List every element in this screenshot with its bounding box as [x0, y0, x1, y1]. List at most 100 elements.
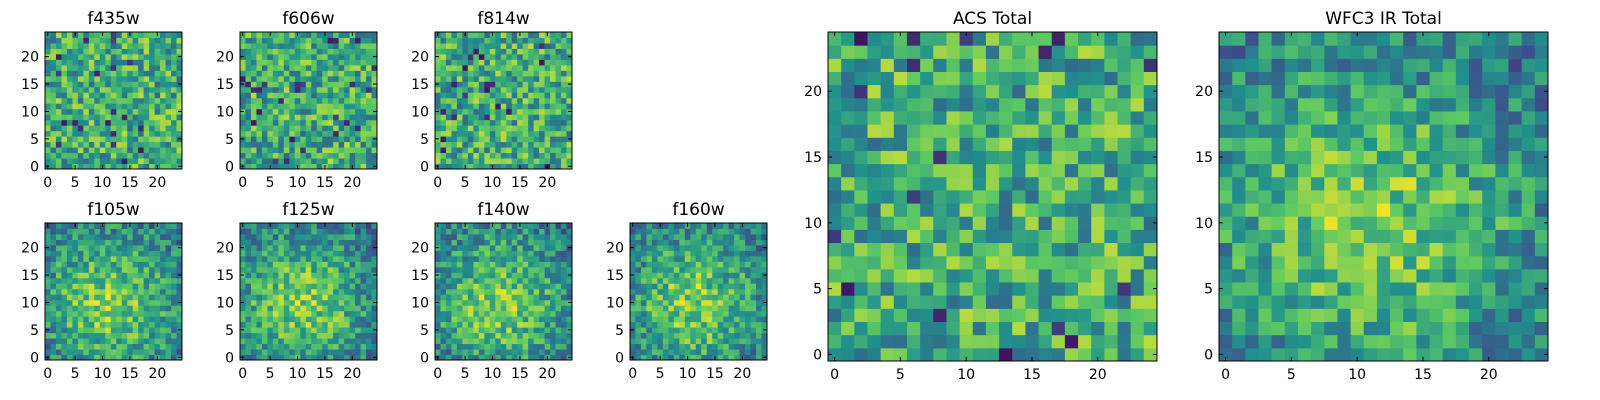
heatmap-cell: [550, 32, 557, 38]
heatmap-cell: [445, 255, 452, 262]
heatmap-cell: [278, 136, 285, 143]
heatmap-cell: [651, 244, 658, 251]
heatmap-cell: [272, 163, 279, 170]
heatmap-cell: [555, 37, 562, 44]
heatmap-cell: [435, 119, 441, 126]
heatmap-cell: [668, 261, 675, 268]
heatmap-cell: [473, 233, 480, 240]
heatmap-cell: [539, 316, 546, 323]
heatmap-cell: [344, 332, 351, 339]
heatmap-cell: [679, 321, 686, 328]
heatmap-cell: [478, 81, 485, 88]
heatmap-cell: [635, 266, 642, 273]
heatmap-cell: [522, 343, 529, 350]
heatmap-cell: [240, 343, 246, 350]
heatmap-cell: [511, 70, 518, 77]
heatmap-cell: [278, 152, 285, 159]
heatmap-cell: [920, 347, 934, 362]
heatmap-cell: [511, 261, 518, 268]
heatmap-cell: [50, 250, 57, 257]
heatmap-cell: [256, 223, 263, 229]
heatmap-cell: [154, 114, 161, 121]
heatmap-cell: [706, 244, 713, 251]
heatmap-cell: [116, 305, 123, 312]
heatmap-cell: [349, 114, 356, 121]
heatmap-cell: [440, 272, 447, 279]
heatmap-cell: [679, 233, 686, 240]
heatmap-cell: [640, 354, 647, 361]
heatmap-cell: [550, 125, 557, 132]
heatmap-cell: [511, 81, 518, 88]
heatmap-cell: [88, 75, 95, 82]
heatmap-cell: [522, 158, 529, 165]
heatmap-cell: [105, 228, 112, 235]
heatmap-cell: [305, 310, 312, 317]
heatmap-cell: [528, 158, 535, 165]
heatmap-cell: [679, 272, 686, 279]
heatmap-cell: [1038, 189, 1053, 204]
heatmap-cell: [478, 250, 485, 257]
heatmap-cell: [245, 147, 252, 154]
heatmap-cell: [712, 332, 719, 339]
heatmap-cell: [322, 261, 329, 268]
heatmap-cell: [539, 42, 546, 49]
heatmap-cell: [294, 37, 301, 44]
heatmap-cell: [116, 75, 123, 82]
heatmap-cell: [528, 75, 535, 82]
heatmap-cell: [77, 86, 84, 93]
heatmap-cell: [440, 59, 447, 66]
heatmap-cell: [245, 42, 252, 49]
heatmap-cell: [132, 32, 139, 38]
heatmap-cell: [94, 283, 101, 290]
heatmap-cell: [745, 250, 752, 257]
heatmap-cell: [77, 250, 84, 257]
y-tick-label: 5: [225, 132, 234, 148]
heatmap-cell: [316, 70, 323, 77]
heatmap-cell: [854, 242, 868, 257]
heatmap-cell: [116, 310, 123, 317]
heatmap-cell: [946, 334, 961, 349]
heatmap-cell: [555, 32, 562, 38]
heatmap-cell: [165, 239, 172, 246]
heatmap-cell: [110, 223, 117, 229]
heatmap-cell: [256, 92, 263, 99]
heatmap-cell: [366, 255, 373, 262]
heatmap-cell: [635, 288, 642, 295]
heatmap-cell: [456, 250, 463, 257]
heatmap-cell: [77, 310, 84, 317]
heatmap-cell: [522, 81, 529, 88]
heatmap-cell: [88, 316, 95, 323]
heatmap-cell: [511, 59, 518, 66]
heatmap-cell: [539, 114, 546, 121]
heatmap-cell: [522, 152, 529, 159]
heatmap-cell: [651, 228, 658, 235]
heatmap-cell: [662, 343, 669, 350]
heatmap-cell: [712, 277, 719, 284]
heatmap-cell: [445, 244, 452, 251]
heatmap-cell: [561, 338, 568, 345]
heatmap-cell: [646, 305, 653, 312]
heatmap-cell: [467, 97, 474, 104]
heatmap-cell: [451, 75, 458, 82]
heatmap-cell: [99, 114, 106, 121]
heatmap-cell: [66, 125, 73, 132]
heatmap-cell: [745, 338, 752, 345]
heatmap-cell: [267, 239, 274, 246]
heatmap-cell: [360, 114, 367, 121]
heatmap-cell: [272, 108, 279, 115]
heatmap-cell: [171, 75, 178, 82]
heatmap-cell: [261, 136, 268, 143]
heatmap-cell: [1051, 229, 1066, 244]
x-tick-label: 20: [538, 366, 556, 382]
heatmap-cell: [489, 299, 496, 306]
heatmap-cell: [83, 321, 90, 328]
heatmap-cell: [143, 321, 150, 328]
heatmap-cell: [327, 266, 334, 273]
heatmap-cell: [1130, 242, 1145, 257]
heatmap-cell: [528, 92, 535, 99]
heatmap-cell: [985, 308, 1000, 323]
heatmap-cell: [289, 299, 296, 306]
heatmap-cell: [495, 316, 502, 323]
heatmap-cell: [99, 48, 106, 55]
heatmap-cell: [478, 288, 485, 295]
